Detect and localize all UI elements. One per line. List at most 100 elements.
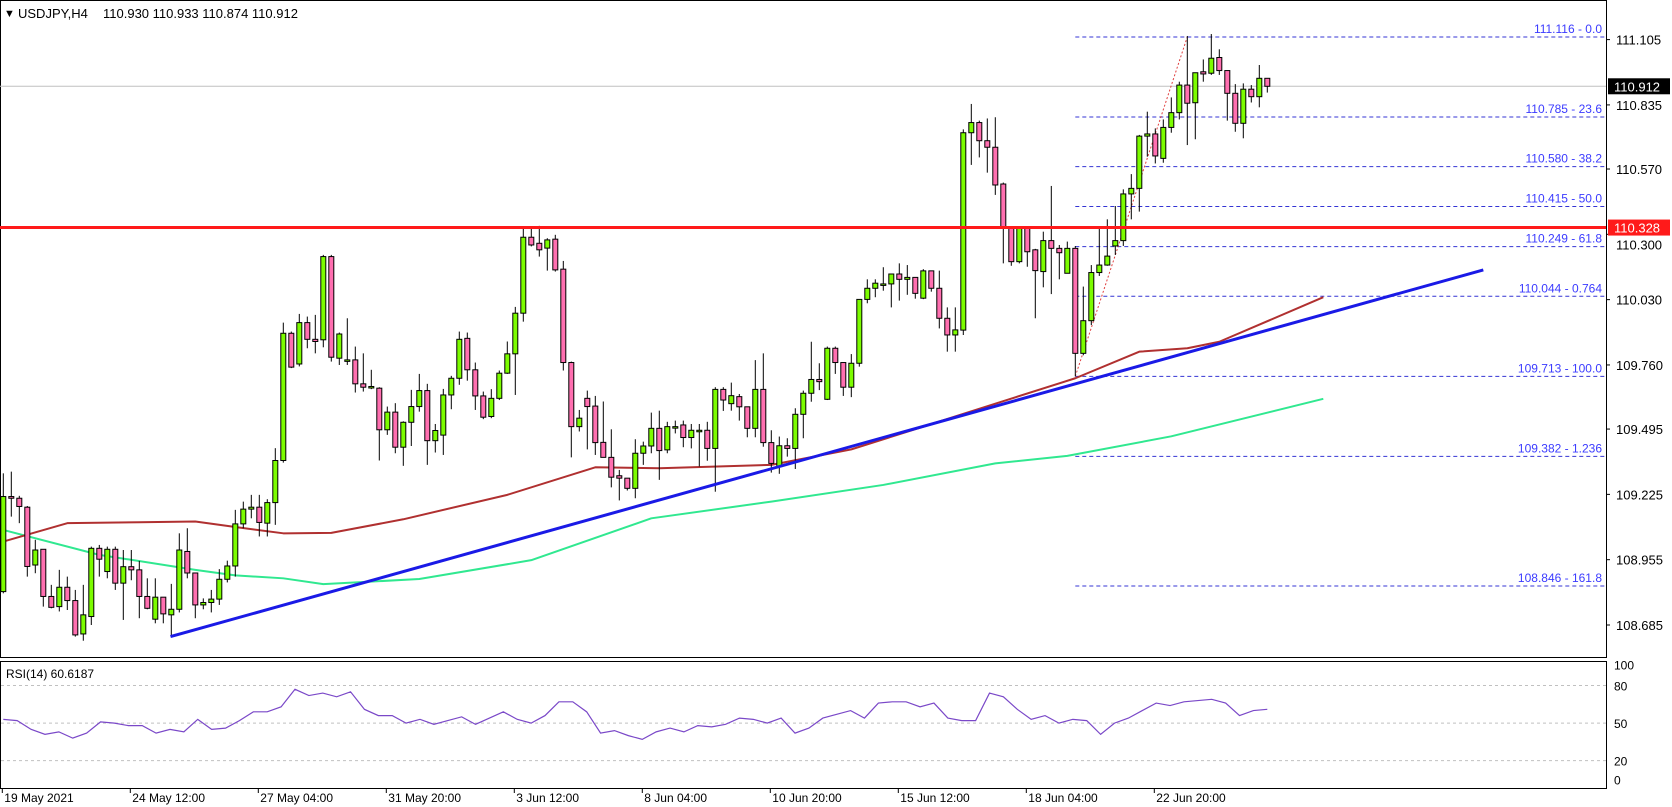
candle [224, 560, 231, 583]
candle-body-bull [320, 256, 327, 341]
candle-body-bull [1112, 240, 1119, 247]
candle-body-bull [792, 413, 799, 449]
time-tick-label: 22 Jun 20:00 [1156, 791, 1226, 805]
candle [1160, 119, 1167, 163]
candle-body-bull [1040, 240, 1047, 273]
rsi-indicator: 100 80 50 20 0 [1, 659, 1634, 788]
candle-body-bear [528, 236, 535, 246]
candle-body-bull [168, 608, 175, 616]
candle [912, 276, 919, 299]
candle [1072, 245, 1079, 377]
candle [176, 533, 183, 613]
candle [584, 390, 591, 450]
candle-body-bull [648, 427, 655, 447]
candle-body-bear [656, 427, 663, 452]
candle-body-bull [776, 445, 783, 468]
candle [976, 120, 983, 158]
candle [16, 495, 23, 524]
candle [496, 370, 503, 401]
candle [640, 441, 647, 465]
candle-body-bull [152, 596, 159, 620]
candle [840, 362, 847, 396]
candle [1168, 97, 1175, 133]
candle [1008, 227, 1015, 266]
candle-body-bear [1152, 133, 1159, 157]
candle-body-bull [1064, 247, 1071, 274]
resistance-price-label: 110.328 [1614, 221, 1660, 236]
candle-body-bull [664, 426, 671, 451]
candle [264, 499, 271, 537]
chart-header: ▼ USDJPY,H4 110.930 110.933 110.874 110.… [4, 6, 298, 21]
candle-body-bear [944, 317, 951, 336]
candle-body-bull [408, 406, 415, 423]
candle-body-bull [0, 496, 7, 593]
candle [328, 254, 335, 362]
candle-body-bull [280, 332, 287, 462]
triangle-down-icon[interactable]: ▼ [4, 8, 15, 20]
candle-body-bear [8, 496, 15, 499]
candle-body-bull [240, 508, 247, 525]
candle [1144, 111, 1151, 157]
candle-body-bull [432, 430, 439, 442]
price-tick-label: 111.105 [1616, 33, 1661, 48]
candle-body-bull [416, 390, 423, 408]
candle [832, 346, 839, 374]
candle [368, 369, 375, 390]
candle-body-bull [808, 378, 815, 394]
candle-body-bear [96, 547, 103, 560]
candle [0, 473, 7, 594]
candle [504, 341, 511, 374]
candle-body-bear [40, 548, 47, 597]
fib-level-label: 109.382 - 1.236 [1518, 441, 1602, 455]
price-tick-label: 109.225 [1616, 487, 1663, 502]
candle [424, 383, 431, 465]
candle-body-bear [1184, 84, 1191, 104]
candle [464, 332, 471, 381]
candle [256, 494, 263, 537]
rsi-tick-label: 50 [1614, 717, 1628, 731]
candle-body-bear [760, 388, 767, 444]
ma-slow-line [3, 397, 1324, 586]
candle-body-bull [176, 549, 183, 610]
candle [96, 544, 103, 577]
candle-body-bear [72, 600, 79, 636]
candle [448, 375, 455, 410]
candle-body-bull [728, 395, 735, 405]
candle [160, 596, 167, 624]
candle [208, 589, 215, 613]
candle [8, 471, 15, 517]
candle [656, 410, 663, 480]
candle [72, 589, 79, 637]
candle-body-bear [424, 390, 431, 442]
candle-body-bear [288, 332, 295, 368]
candle-body-bear [1216, 57, 1223, 72]
candle-body-bull [208, 598, 215, 604]
candle [552, 234, 559, 272]
candle [128, 550, 135, 581]
candle-body-bear [616, 475, 623, 479]
candle [344, 318, 351, 365]
candle [24, 505, 31, 577]
candle [392, 403, 399, 454]
price-tick-label: 110.570 [1616, 162, 1662, 177]
candle-body-bear [136, 569, 143, 597]
candle [440, 388, 447, 455]
candle-body-bear [1224, 70, 1231, 94]
candle [704, 421, 711, 461]
candle [600, 401, 607, 458]
candle-body-bear [768, 442, 775, 464]
time-tick-label: 3 Jun 12:00 [516, 791, 579, 805]
candle [408, 389, 415, 446]
candle-body-bull [1168, 112, 1175, 128]
fib-level-label: 110.785 - 23.6 [1525, 102, 1602, 116]
candle [616, 469, 623, 501]
candle-body-bear [48, 595, 55, 608]
candle [184, 528, 191, 579]
candle-body-bear [1048, 240, 1055, 249]
candle-body-bull [512, 312, 519, 355]
candle-body-bear [568, 362, 575, 428]
candle [472, 362, 479, 410]
candle-body-bull [880, 283, 887, 286]
candle-body-bear [784, 445, 791, 449]
